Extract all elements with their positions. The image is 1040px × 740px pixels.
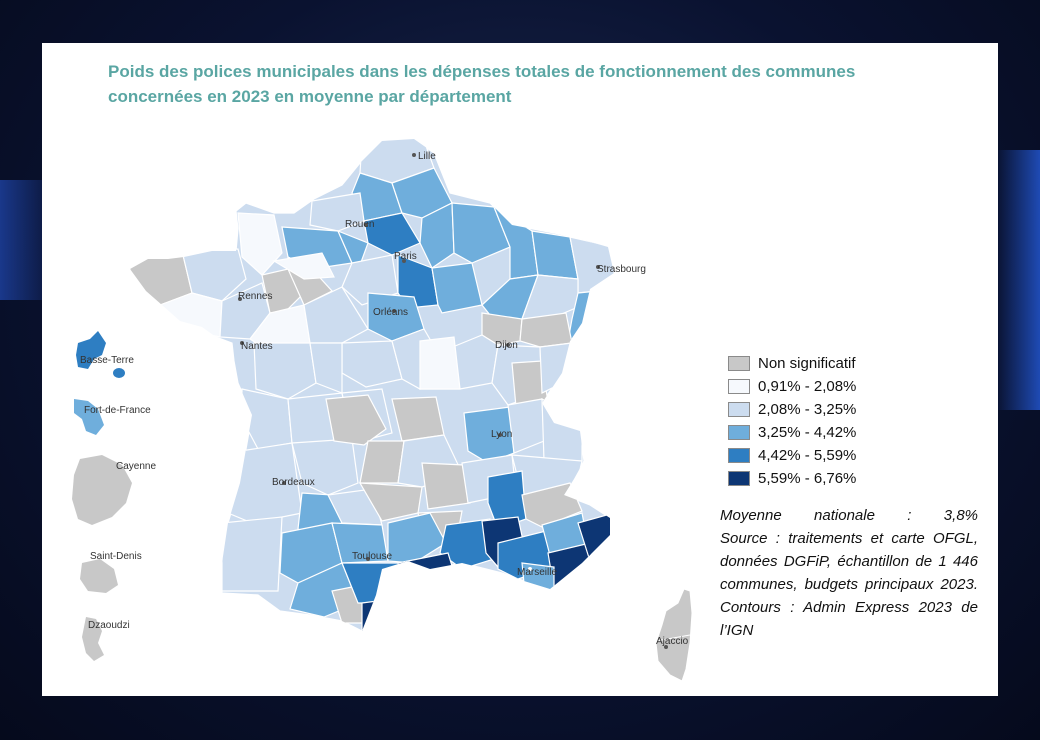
department-region (541, 398, 583, 462)
department-region (431, 262, 483, 314)
martinique-shape (74, 399, 104, 435)
mayotte-shape (82, 617, 104, 661)
department-region (481, 312, 523, 346)
city-label-basse-terre: Basse-Terre (80, 355, 134, 366)
city-labels: Lille Rouen Paris Strasbourg Rennes Orlé… (80, 151, 689, 649)
department-region (539, 342, 573, 394)
legend-item-class-1: 0,91% - 2,08% (728, 375, 856, 398)
legend-label: Non significatif (758, 355, 856, 372)
national-average-text: Moyenne nationale : 3,8% (720, 507, 978, 524)
city-marker (506, 343, 510, 347)
city-marker (392, 309, 396, 313)
city-label-bordeaux: Bordeaux (272, 477, 315, 488)
legend-item-class-4: 4,42% - 5,59% (728, 444, 856, 467)
guadeloupe-island-shape (113, 368, 125, 378)
city-label-paris: Paris (394, 251, 417, 262)
city-label-marseille: Marseille (517, 567, 557, 578)
city-label-orleans: Orléans (373, 307, 408, 318)
background-glow-right (995, 150, 1040, 410)
guyane-shape (72, 455, 132, 525)
department-region (309, 192, 365, 232)
city-marker (596, 265, 600, 269)
departments-layer (130, 139, 614, 631)
city-label-dzaoudzi: Dzaoudzi (88, 620, 130, 631)
map-legend: Non significatif 0,91% - 2,08% 2,08% - 3… (728, 352, 856, 490)
department-region (397, 254, 439, 309)
department-region (253, 342, 317, 400)
department-region (359, 440, 405, 484)
city-label-nantes: Nantes (241, 341, 273, 352)
department-region (387, 512, 447, 564)
city-marker (364, 223, 368, 227)
city-marker (402, 259, 406, 263)
source-text: Source : traitements et carte OFGL, donn… (720, 530, 978, 639)
source-note: Moyenne nationale : 3,8% Source : traite… (720, 504, 978, 642)
department-region (272, 252, 335, 280)
map-title: Poids des polices municipales dans les d… (108, 62, 856, 106)
city-label-fort-de-france: Fort-de-France (84, 405, 151, 416)
map-card: Poids des polices municipales dans les d… (42, 43, 998, 696)
france-choropleth-map: Lille Rouen Paris Strasbourg Rennes Orlé… (72, 138, 693, 682)
city-marker (498, 433, 502, 437)
department-region (439, 518, 495, 570)
legend-item-class-2: 2,08% - 3,25% (728, 398, 856, 421)
city-label-rouen: Rouen (345, 219, 374, 230)
legend-label: 2,08% - 3,25% (758, 401, 857, 418)
legend-swatch (728, 402, 750, 417)
legend-label: 3,25% - 4,42% (758, 424, 857, 441)
department-region (519, 312, 573, 348)
city-marker (528, 567, 532, 571)
department-region (419, 336, 461, 390)
city-label-lyon: Lyon (491, 429, 512, 440)
city-marker (366, 557, 370, 561)
city-label-dijon: Dijon (495, 340, 518, 351)
department-region (325, 394, 387, 446)
department-region (221, 516, 283, 592)
legend-item-non-significatif: Non significatif (728, 352, 856, 375)
legend-swatch (728, 425, 750, 440)
city-label-toulouse: Toulouse (352, 551, 392, 562)
legend-label: 5,59% - 6,76% (758, 470, 857, 487)
legend-label: 4,42% - 5,59% (758, 447, 857, 464)
city-label-cayenne: Cayenne (116, 461, 156, 472)
city-marker (664, 645, 668, 649)
city-label-ajaccio: Ajaccio (656, 636, 689, 647)
city-marker (412, 153, 416, 157)
city-marker (240, 341, 244, 345)
guadeloupe-shape (76, 331, 106, 369)
department-region (363, 212, 421, 256)
department-region (451, 202, 511, 264)
department-region (237, 212, 283, 276)
legend-item-class-3: 3,25% - 4,42% (728, 421, 856, 444)
city-marker (282, 481, 286, 485)
legend-item-class-5: 5,59% - 6,76% (728, 467, 856, 490)
city-label-saint-denis: Saint-Denis (90, 551, 142, 562)
corsica-shape (655, 588, 693, 682)
legend-swatch (728, 448, 750, 463)
city-label-rennes: Rennes (238, 291, 272, 302)
legend-swatch (728, 471, 750, 486)
department-region (361, 594, 435, 631)
legend-swatch (728, 356, 750, 371)
department-region (419, 202, 455, 269)
legend-swatch (728, 379, 750, 394)
city-label-lille: Lille (418, 151, 436, 162)
city-label-strasbourg: Strasbourg (597, 264, 646, 275)
department-region (303, 286, 369, 344)
corsica-border-line (655, 634, 691, 642)
legend-label: 0,91% - 2,08% (758, 378, 857, 395)
reunion-shape (80, 559, 118, 593)
city-marker (238, 297, 242, 301)
